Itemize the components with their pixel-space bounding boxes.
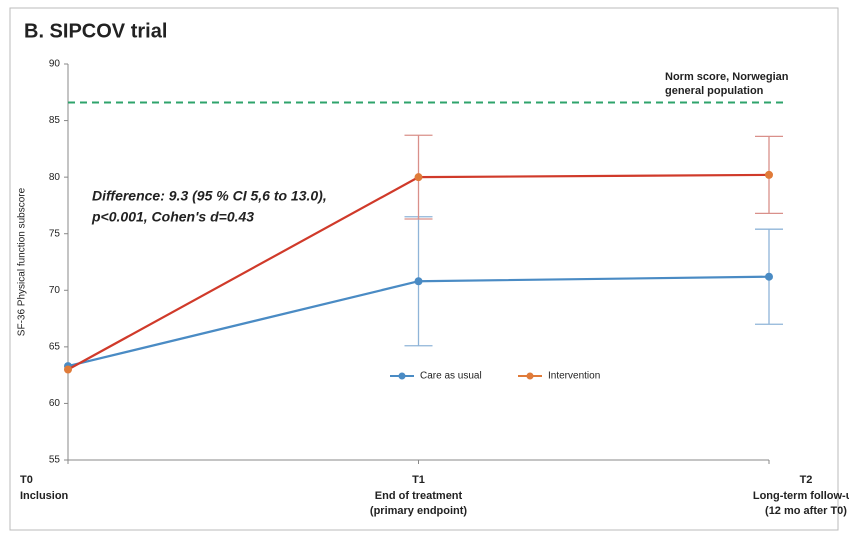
x-tick-label: T1 <box>412 474 425 486</box>
y-tick-label: 80 <box>49 172 61 183</box>
annotation: Difference: 9.3 (95 % CI 5,6 to 13.0), <box>92 188 327 204</box>
y-tick-label: 60 <box>49 398 61 409</box>
y-tick-label: 85 <box>49 115 61 126</box>
y-axis-label: SF-36 Physical function subscore <box>17 187 28 336</box>
x-tick-label: T0 <box>20 474 33 486</box>
annotation: p<0.001, Cohen's d=0.43 <box>91 209 254 225</box>
x-tick-label: T2 <box>800 474 813 486</box>
point <box>765 272 773 281</box>
y-tick-label: 65 <box>49 341 61 352</box>
point <box>765 170 773 179</box>
x-tick-sublabel: (12 mo after T0) <box>765 505 847 517</box>
x-tick-sublabel: Inclusion <box>20 490 69 502</box>
reference-label: general population <box>665 85 764 97</box>
chart-frame <box>9 7 839 531</box>
y-tick-label: 55 <box>49 455 61 466</box>
y-tick-label: 90 <box>49 59 61 70</box>
y-tick-label: 75 <box>49 228 61 239</box>
legend-marker <box>526 372 534 380</box>
chart-title: B. SIPCOV trial <box>24 20 167 42</box>
point <box>64 365 72 374</box>
x-tick-sublabel: Long-term follow-up <box>753 490 849 502</box>
legend-marker <box>398 372 406 380</box>
y-tick-label: 70 <box>49 285 61 296</box>
x-tick-sublabel: End of treatment <box>375 490 463 502</box>
x-tick-sublabel: (primary endpoint) <box>370 505 468 517</box>
reference-label: Norm score, Norwegian <box>665 71 789 83</box>
point <box>414 277 423 286</box>
point <box>414 173 423 182</box>
legend-label: Intervention <box>548 371 600 382</box>
legend-label: Care as usual <box>420 371 482 382</box>
